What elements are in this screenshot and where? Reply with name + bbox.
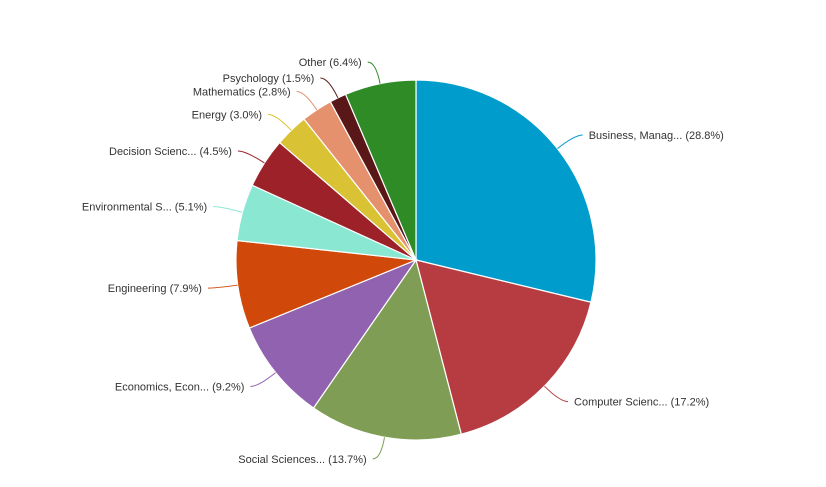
- slice-label-business-manag: Business, Manag... (28.8%): [589, 130, 724, 142]
- leader-line-mathematics: [296, 90, 318, 111]
- slice-label-energy: Energy (3.0%): [192, 109, 262, 121]
- slice-label-other: Other (6.4%): [299, 57, 362, 69]
- slice-label-engineering: Engineering (7.9%): [108, 283, 202, 295]
- slice-label-psychology: Psychology (1.5%): [223, 73, 315, 85]
- slice-label-social-sciences: Social Sciences... (13.7%): [238, 454, 366, 466]
- slice-label-environmental-s: Environmental S... (5.1%): [82, 201, 207, 213]
- slice-labels: Business, Manag... (28.8%) Computer Scien…: [82, 57, 724, 466]
- slice-label-decision-scienc: Decision Scienc... (4.5%): [109, 146, 232, 158]
- pie-slice-computer-scienc[interactable]: [415, 259, 592, 435]
- leader-line-computer-scienc: [544, 385, 569, 403]
- pie-slice-economics-econ[interactable]: [248, 258, 418, 409]
- leader-line-decision-scienc: [237, 150, 265, 164]
- leader-line-environmental-s: [213, 205, 243, 213]
- slice-label-economics-econ: Economics, Econ... (9.2%): [115, 381, 245, 393]
- label-leaders: [207, 61, 583, 460]
- leader-line-business-manag: [557, 134, 583, 150]
- slice-label-mathematics: Mathematics (2.8%): [193, 86, 291, 98]
- slice-label-computer-scienc: Computer Scienc... (17.2%): [574, 397, 709, 409]
- leader-line-economics-econ: [250, 372, 276, 387]
- pie-slice-social-sciences[interactable]: [312, 258, 463, 441]
- pie-slice-other[interactable]: [344, 79, 417, 261]
- pie-slices: [235, 79, 597, 441]
- leader-line-social-sciences: [372, 437, 386, 460]
- leader-line-engineering: [207, 284, 238, 289]
- leader-line-psychology: [320, 77, 339, 99]
- leader-line-energy: [267, 113, 292, 131]
- leader-line-other: [367, 61, 381, 84]
